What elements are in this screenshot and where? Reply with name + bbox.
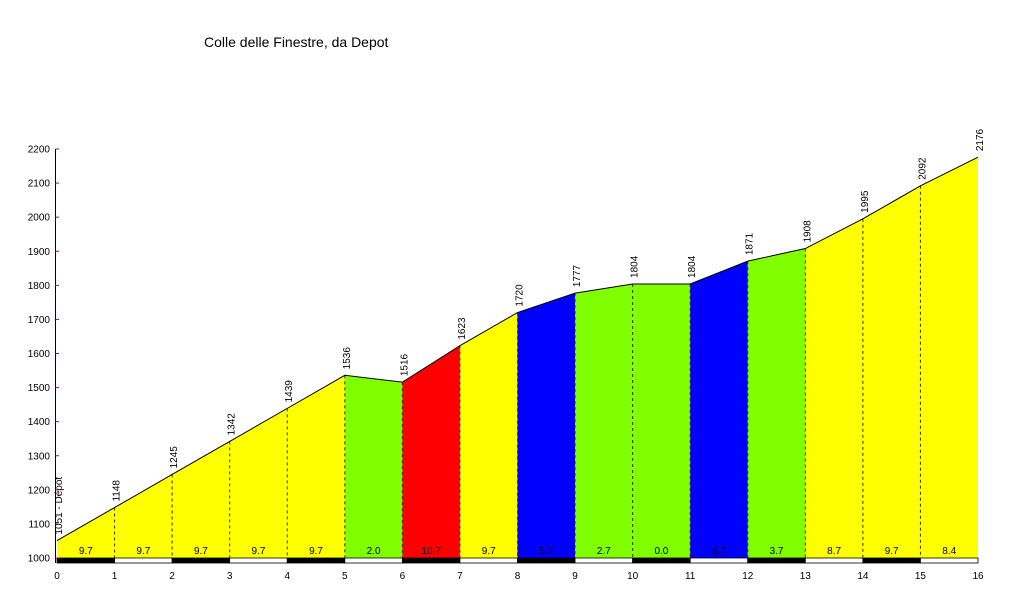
- x-tick-label: 3: [227, 571, 233, 582]
- elevation-label: 1720: [515, 284, 526, 307]
- elevation-label: 1516: [399, 353, 410, 376]
- x-tick-label: 7: [457, 571, 463, 582]
- elevation-label: 1804: [687, 255, 698, 278]
- y-tick-label: 2200: [28, 145, 51, 156]
- elevation-label: 1623: [457, 317, 468, 340]
- km-bar: [344, 557, 403, 564]
- segment-gradient-label: 9.7: [252, 546, 266, 557]
- x-tick-label: 0: [54, 571, 60, 582]
- km-bar: [574, 557, 634, 564]
- y-tick-label: 1100: [28, 519, 50, 530]
- km-bar: [920, 557, 979, 564]
- km-bar: [286, 557, 346, 564]
- y-tick-label: 1600: [28, 349, 51, 360]
- profile-segment: [747, 248, 806, 559]
- segment-gradient-label: 9.7: [309, 546, 323, 557]
- y-tick-label: 1800: [28, 281, 51, 292]
- km-bar: [632, 557, 691, 564]
- profile-segment: [805, 218, 863, 558]
- segment-gradient-label: 9.7: [79, 546, 93, 557]
- elevation-label: 1342: [227, 413, 238, 436]
- profile-segment: [459, 312, 518, 558]
- km-bar: [747, 557, 806, 564]
- segment-gradient-label: 5.7: [539, 546, 553, 557]
- segment-gradient-label: 0.0: [654, 546, 668, 557]
- x-tick-label: 10: [627, 571, 639, 582]
- profile-segment: [517, 293, 576, 558]
- elevation-label: 1908: [802, 220, 813, 243]
- km-bar: [804, 557, 864, 564]
- segment-gradient-label: 9.7: [194, 546, 208, 557]
- profile-segment: [862, 185, 921, 558]
- segment-gradient-label: 8.7: [827, 546, 841, 557]
- profile-segment: [402, 345, 460, 558]
- x-tick-label: 13: [800, 571, 812, 582]
- elevation-label: 1871: [745, 232, 756, 255]
- profile-segment: [632, 283, 691, 558]
- profile-segment: [229, 408, 288, 558]
- km-bar: [114, 557, 173, 564]
- y-tick-label: 1200: [28, 485, 51, 496]
- km-bar: [401, 557, 461, 564]
- x-tick-label: 14: [857, 571, 869, 582]
- segment-gradient-label: 9.7: [885, 546, 899, 557]
- km-bar: [171, 557, 231, 564]
- x-tick-label: 6: [400, 571, 406, 582]
- profile-segment: [172, 441, 230, 558]
- segment-gradient-label: 2.7: [597, 546, 611, 557]
- segment-gradient-label: 10.7: [421, 546, 441, 557]
- elevation-label: 2092: [917, 157, 928, 180]
- km-bar: [862, 557, 921, 564]
- km-bar: [229, 557, 288, 564]
- elevation-label: 1439: [284, 380, 295, 403]
- profile-segment: [344, 375, 403, 558]
- profile-line: [56, 156, 979, 542]
- elevation-label: 2176: [975, 128, 986, 151]
- x-tick-label: 2: [169, 571, 175, 582]
- x-tick-label: 15: [915, 571, 927, 582]
- x-tick-label: 8: [515, 571, 521, 582]
- x-tick-label: 1: [112, 571, 118, 582]
- km-bar: [56, 557, 115, 564]
- x-tick-label: 11: [685, 571, 696, 582]
- profile-segment: [575, 283, 633, 558]
- y-tick-label: 1300: [28, 451, 51, 462]
- km-bar: [689, 557, 749, 564]
- elevation-label: 1148: [112, 480, 123, 502]
- profile-segment: [920, 157, 978, 558]
- y-tick-label: 2100: [28, 179, 51, 190]
- y-tick-label: 1700: [28, 315, 51, 326]
- y-tick-label: 1500: [28, 383, 51, 394]
- profile-segment: [114, 474, 173, 558]
- elevation-label: 1995: [860, 190, 871, 213]
- chart-title: Colle delle Finestre, da Depot: [204, 34, 389, 50]
- elevation-label: 1245: [169, 446, 180, 469]
- x-tick-label: 16: [972, 571, 984, 582]
- x-tick-label: 5: [342, 571, 348, 582]
- km-bar: [517, 557, 576, 564]
- elevation-label: 1536: [342, 347, 353, 370]
- y-tick-label: 1900: [28, 247, 51, 258]
- segment-gradient-label: 9.7: [482, 546, 496, 557]
- segment-gradient-label: 9.7: [136, 546, 150, 557]
- elevation-label: 1777: [572, 264, 583, 287]
- elevation-label: 1804: [630, 255, 641, 278]
- profile-segment: [690, 261, 748, 558]
- y-tick-label: 1000: [28, 554, 51, 565]
- segment-gradient-label: 2.0: [367, 546, 381, 557]
- elevation-label: 1051 - Dépot: [54, 477, 65, 535]
- x-tick-label: 12: [742, 571, 754, 582]
- segment-gradient-label: 8.4: [942, 546, 956, 557]
- x-tick-label: 9: [572, 571, 578, 582]
- profile-segment: [57, 507, 115, 558]
- profile-segment: [287, 375, 345, 558]
- y-tick-label: 1400: [28, 417, 51, 428]
- x-tick-label: 4: [284, 571, 290, 582]
- segment-gradient-label: 6.7: [712, 546, 726, 557]
- y-tick-label: 2000: [28, 213, 51, 224]
- segment-gradient-label: 3.7: [770, 546, 784, 557]
- km-bar: [459, 557, 518, 564]
